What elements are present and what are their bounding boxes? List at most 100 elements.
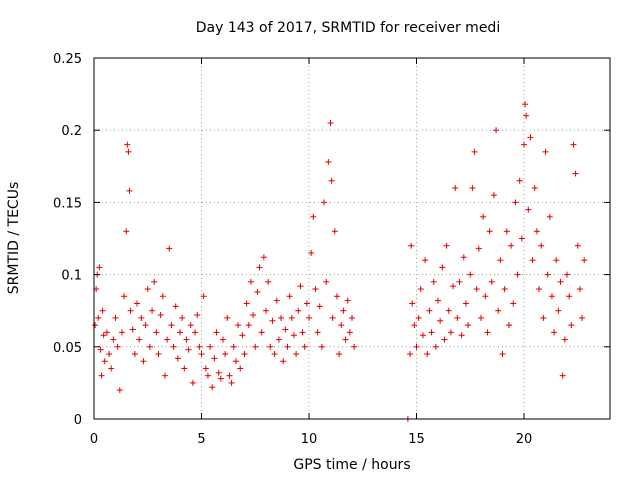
data-point (198, 351, 205, 358)
data-point (131, 351, 138, 358)
data-point (417, 286, 424, 293)
data-point (172, 303, 179, 310)
y-tick-label: 0.05 (53, 341, 82, 356)
data-point (153, 329, 160, 336)
y-tick-label: 0.25 (53, 52, 82, 67)
data-point (129, 326, 136, 333)
data-point (551, 329, 558, 336)
data-point (138, 314, 145, 321)
data-point (174, 355, 181, 362)
data-point (217, 375, 224, 382)
data-point (512, 199, 519, 206)
x-tick-label: 0 (90, 432, 98, 447)
y-tick-label: 0.1 (61, 269, 82, 284)
data-point (439, 264, 446, 271)
data-point (553, 257, 560, 264)
data-point (495, 307, 502, 314)
data-point (321, 199, 328, 206)
data-point (127, 307, 134, 314)
data-point (328, 177, 335, 184)
data-point (445, 307, 452, 314)
data-point (346, 329, 353, 336)
data-point (349, 314, 355, 321)
data-point (92, 322, 99, 329)
data-point (572, 170, 579, 177)
x-tick-label: 10 (301, 432, 318, 447)
data-point (282, 326, 289, 333)
data-point (424, 351, 431, 358)
data-point (338, 322, 345, 329)
data-point (168, 322, 175, 329)
data-point (166, 245, 173, 252)
data-point (409, 300, 416, 307)
data-point (96, 264, 103, 271)
data-point (103, 329, 110, 336)
data-point (108, 365, 115, 372)
y-tick-label: 0 (74, 413, 82, 428)
data-point (516, 177, 523, 184)
data-point (232, 358, 239, 365)
data-point (510, 300, 517, 307)
data-point (179, 314, 186, 321)
data-point (411, 322, 418, 329)
data-point (538, 242, 545, 249)
axis-ticks (93, 57, 610, 420)
data-point (318, 343, 325, 350)
data-point (465, 322, 472, 329)
data-point (462, 300, 469, 307)
data-point (426, 307, 433, 314)
data-point (97, 346, 104, 353)
data-point (430, 278, 437, 285)
data-point (505, 322, 512, 329)
data-point (100, 332, 107, 339)
data-point (548, 293, 555, 300)
data-point (323, 278, 330, 285)
data-point (531, 184, 538, 191)
data-point (581, 257, 588, 264)
data-point (419, 332, 426, 339)
data-point (207, 343, 214, 350)
data-point (254, 288, 261, 295)
data-point (157, 312, 164, 319)
data-point (497, 257, 504, 264)
data-point (540, 314, 547, 321)
data-point (523, 112, 530, 119)
data-point (312, 286, 319, 293)
data-point (574, 242, 581, 249)
x-tick-label: 5 (197, 432, 205, 447)
data-point (437, 317, 444, 324)
data-point (306, 314, 312, 321)
data-point (146, 343, 153, 350)
data-point (239, 332, 246, 339)
y-axis-title: SRMTID / TECUs (6, 182, 22, 295)
data-point (125, 148, 132, 155)
data-point (482, 293, 489, 300)
data-point (303, 300, 310, 307)
data-point (260, 254, 267, 261)
data-point (568, 322, 575, 329)
data-point (342, 336, 349, 343)
y-tick-labels: 0 0.05 0.1 0.15 0.2 0.25 (53, 52, 82, 428)
data-point (273, 297, 280, 304)
data-point (493, 127, 500, 134)
data-point (187, 322, 194, 329)
data-point (566, 293, 573, 300)
data-point (237, 365, 244, 372)
data-point (299, 329, 306, 336)
data-point (183, 336, 190, 343)
data-point (189, 379, 196, 386)
data-point (415, 314, 422, 321)
data-point (501, 286, 508, 293)
data-point (220, 336, 226, 343)
data-point (247, 278, 254, 285)
data-point (200, 293, 207, 300)
data-point (488, 278, 495, 285)
data-point (441, 336, 448, 343)
data-point (280, 358, 287, 365)
x-tick-label: 20 (516, 432, 533, 447)
data-point (542, 148, 549, 155)
data-point (544, 271, 551, 278)
data-point (490, 192, 497, 199)
data-point (222, 351, 229, 358)
